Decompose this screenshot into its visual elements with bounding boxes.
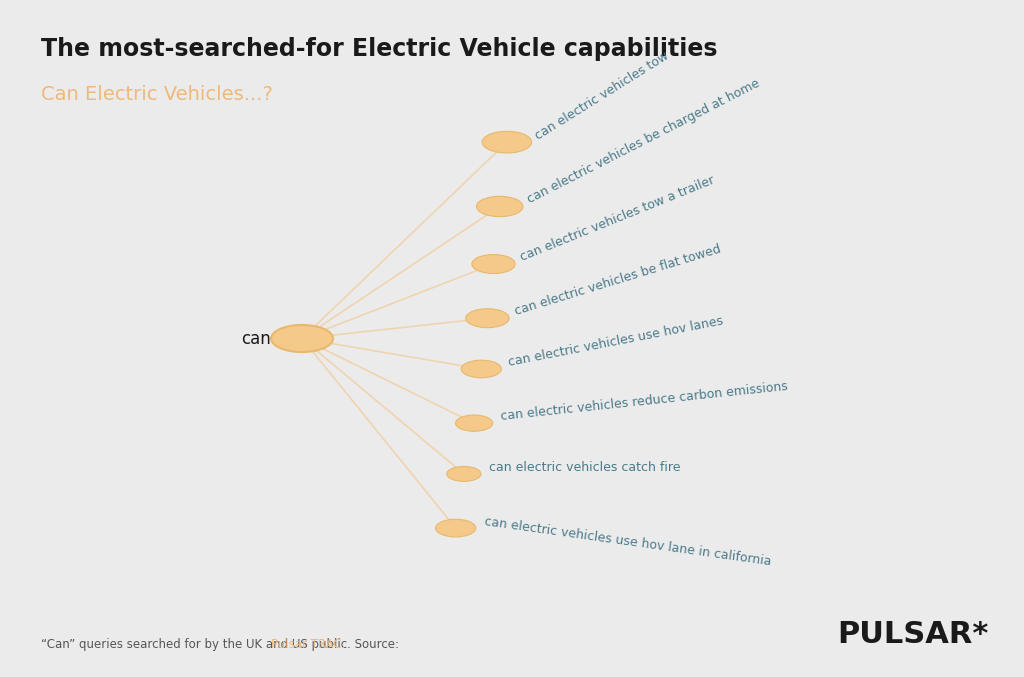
Text: can electric vehicles catch fire: can electric vehicles catch fire: [489, 461, 681, 474]
Ellipse shape: [482, 131, 531, 153]
Text: Can Electric Vehicles...?: Can Electric Vehicles...?: [41, 85, 272, 104]
Text: can: can: [242, 330, 271, 347]
Ellipse shape: [472, 255, 515, 274]
Ellipse shape: [435, 519, 476, 537]
Text: “Can” queries searched for by the UK and US public. Source:: “Can” queries searched for by the UK and…: [41, 638, 402, 651]
Ellipse shape: [271, 325, 333, 352]
Text: can electric vehicles tow: can electric vehicles tow: [532, 49, 672, 142]
Ellipse shape: [446, 466, 481, 481]
Ellipse shape: [476, 196, 523, 217]
Ellipse shape: [456, 415, 493, 431]
Text: can electric vehicles be charged at home: can electric vehicles be charged at home: [525, 77, 762, 206]
Text: can electric vehicles use hov lane in california: can electric vehicles use hov lane in ca…: [484, 515, 772, 569]
Text: can electric vehicles use hov lanes: can electric vehicles use hov lanes: [507, 314, 724, 369]
Text: PULSAR*: PULSAR*: [837, 619, 988, 649]
Text: Pulsar TRAC.: Pulsar TRAC.: [271, 638, 345, 651]
Text: can electric vehicles be flat towed: can electric vehicles be flat towed: [513, 243, 723, 318]
Text: can electric vehicles tow a trailer: can electric vehicles tow a trailer: [518, 174, 717, 264]
Text: The most-searched-for Electric Vehicle capabilities: The most-searched-for Electric Vehicle c…: [41, 37, 718, 61]
Ellipse shape: [461, 360, 502, 378]
Ellipse shape: [466, 309, 509, 328]
Text: can electric vehicles reduce carbon emissions: can electric vehicles reduce carbon emis…: [500, 380, 788, 423]
